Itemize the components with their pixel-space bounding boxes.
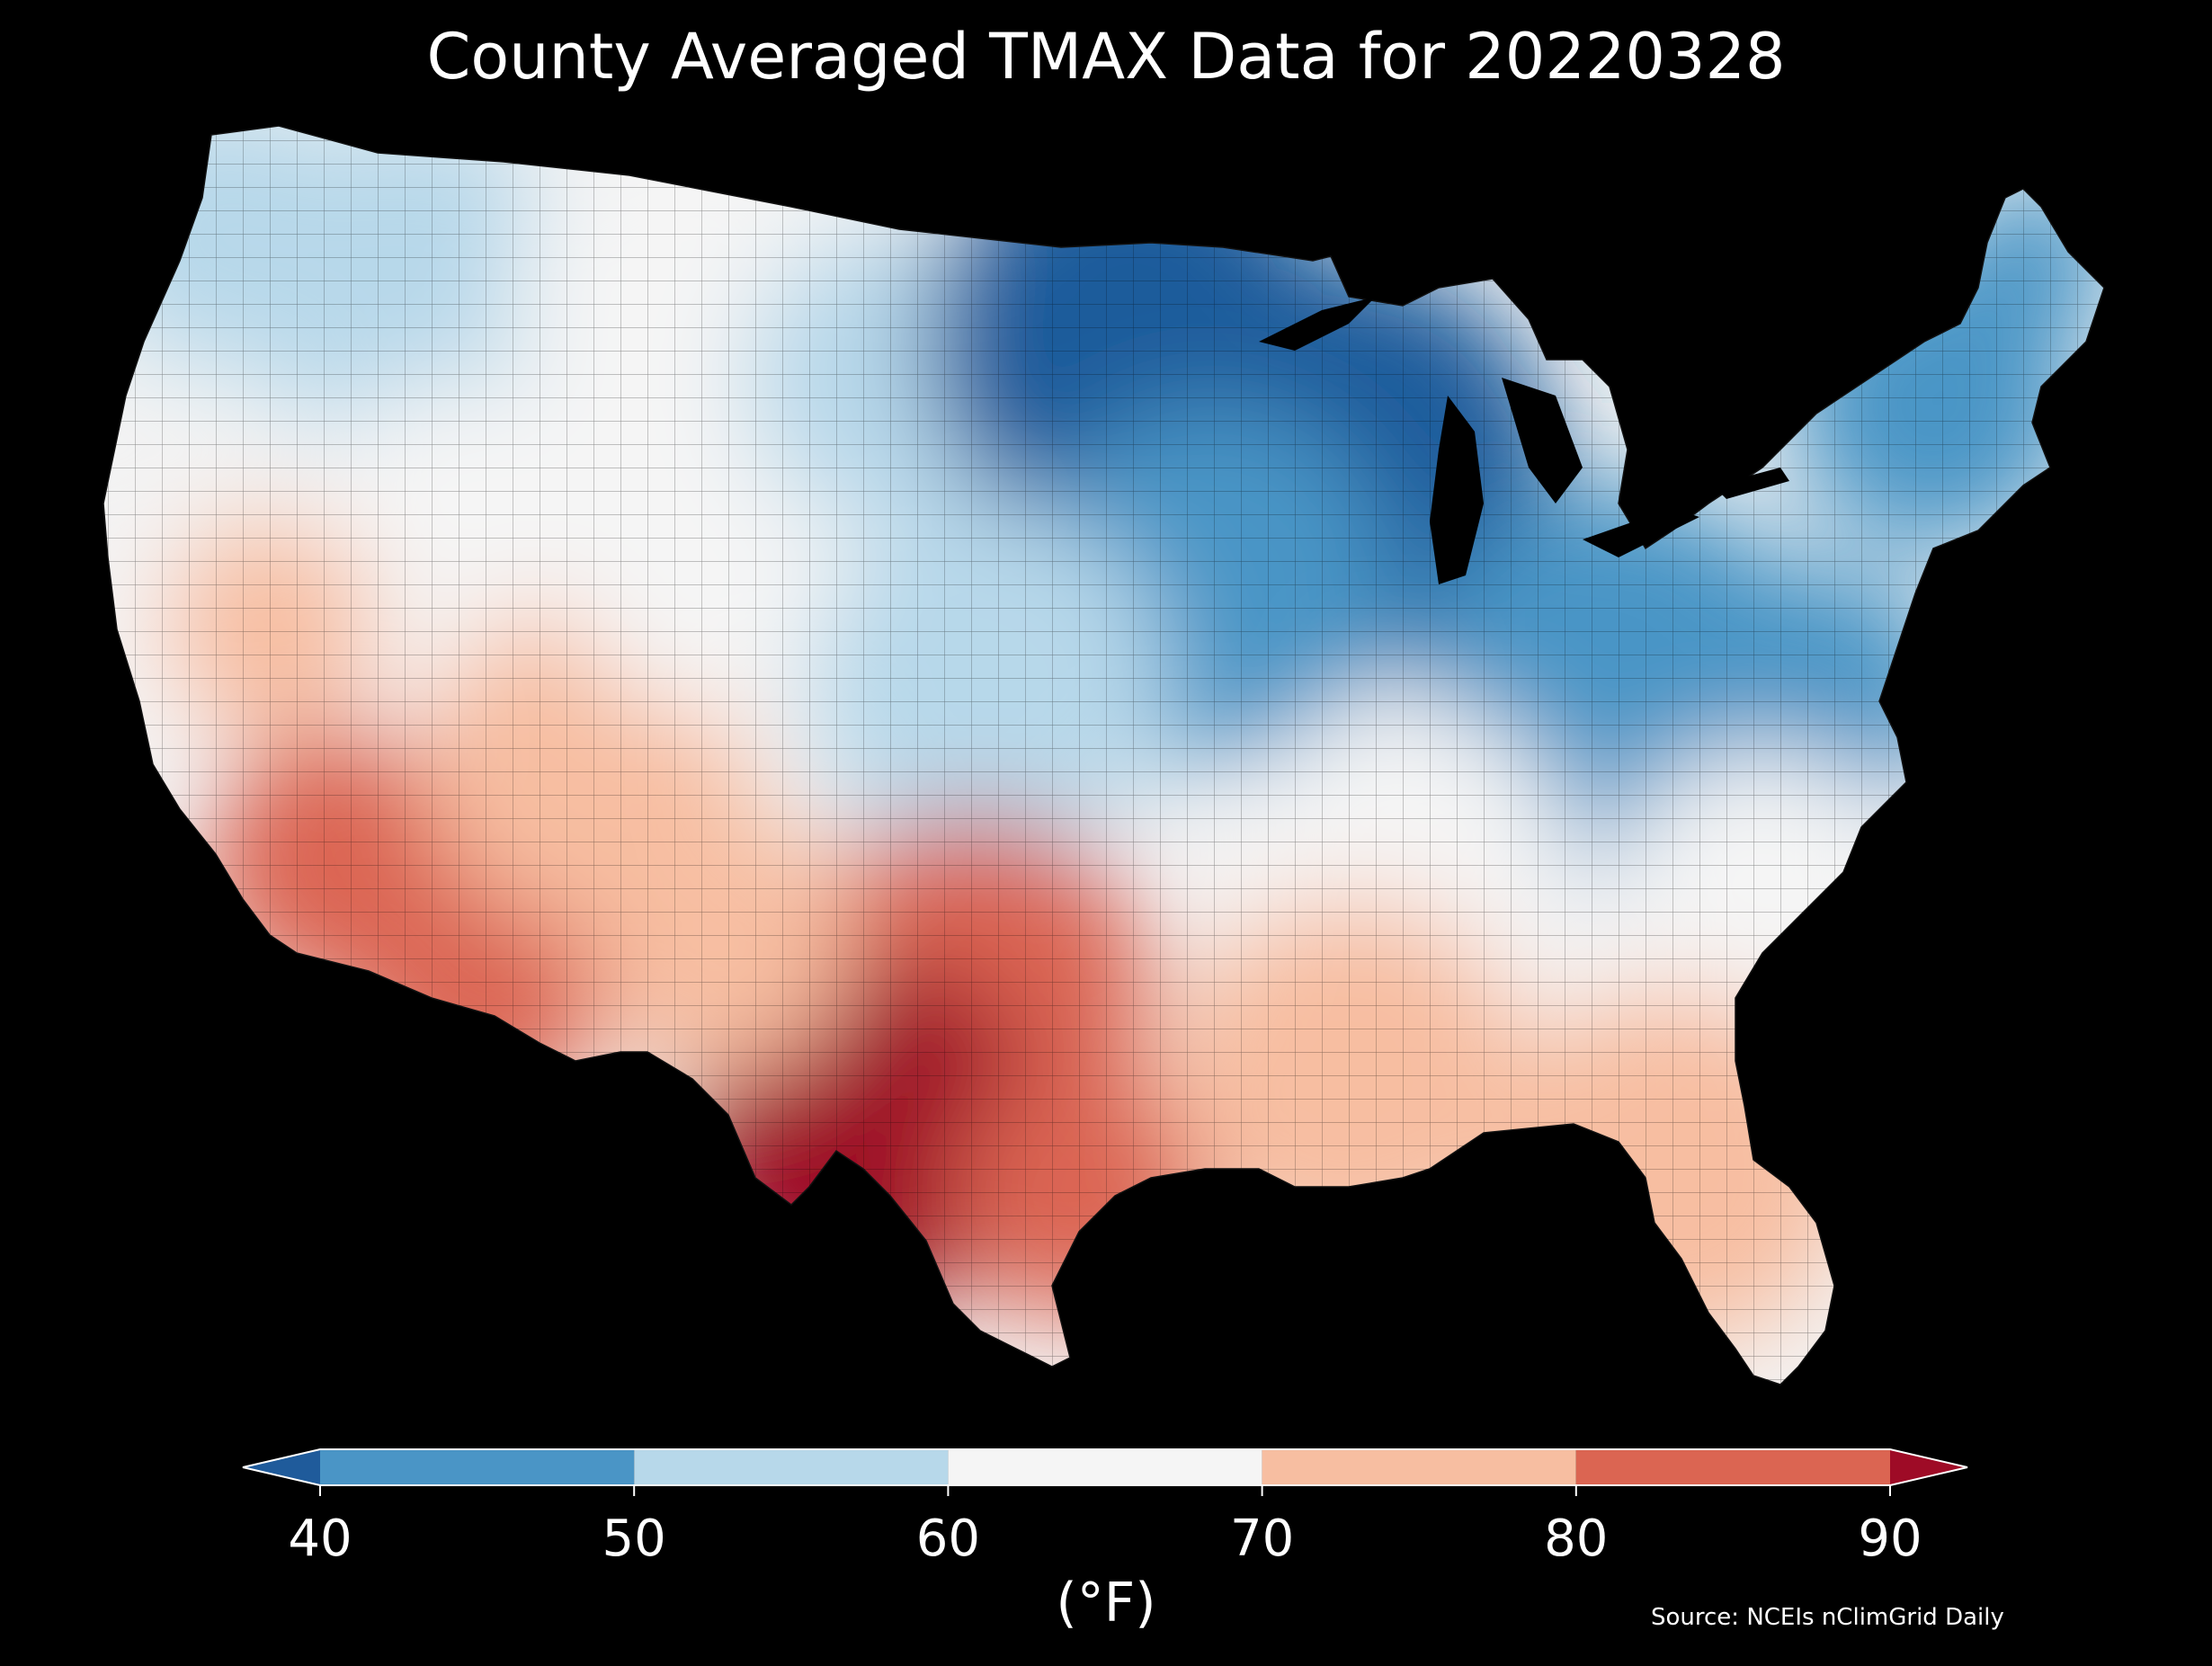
colorbar-tick-label: 50 <box>602 1510 666 1568</box>
lake-superior <box>1259 297 1376 351</box>
lake-huron <box>1502 378 1583 503</box>
map-title: County Averaged TMAX Data for 20220328 <box>426 20 1786 94</box>
source-credit: Source: NCEIs nClimGrid Daily <box>1651 1604 2004 1631</box>
colorbar-unit-label: (°F) <box>1056 1572 1156 1635</box>
colorbar-tick-label: 40 <box>288 1510 352 1568</box>
lake-erie <box>1583 508 1699 557</box>
colorbar-tick-label: 70 <box>1229 1510 1295 1568</box>
colorbar-tick-label: 60 <box>915 1510 981 1568</box>
colorbar-tick-label: 80 <box>1544 1510 1609 1568</box>
colorbar-tick-label: 90 <box>1858 1510 1922 1568</box>
lake-michigan <box>1430 396 1484 584</box>
lake-ontario <box>1713 468 1789 499</box>
